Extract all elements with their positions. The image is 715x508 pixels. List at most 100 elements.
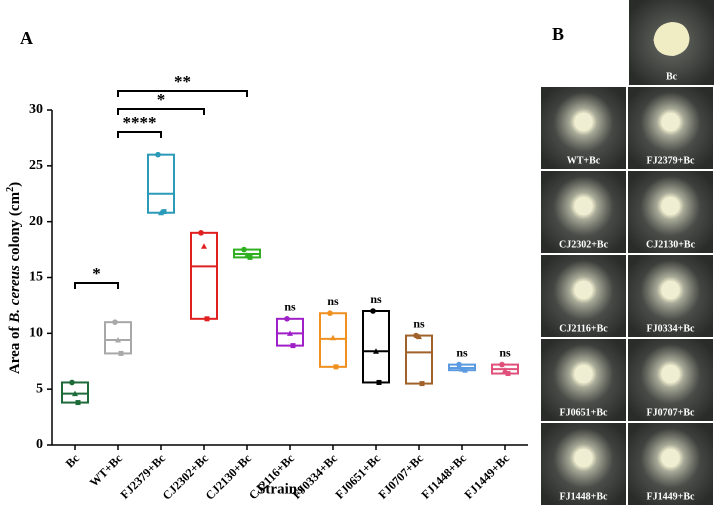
plate-photo: WT+Bc: [541, 87, 626, 169]
data-point: [373, 348, 379, 354]
data-point: [112, 319, 118, 325]
comparison-bracket: [117, 108, 205, 115]
y-label-part: colony (cm: [7, 191, 23, 265]
plate-label: CJ2130+Bc: [646, 239, 696, 250]
y-tick-label: 20: [29, 214, 43, 229]
y-label-part: ): [7, 182, 23, 187]
plate-label: CJ2302+Bc: [559, 239, 609, 250]
significance-label: ns: [327, 294, 339, 308]
colony-core: [661, 365, 680, 383]
plate-photo: Bc: [629, 0, 714, 85]
comparison-label: **: [174, 72, 191, 91]
y-label-part: B. cereus: [7, 265, 23, 324]
data-point: [72, 390, 78, 397]
significance-label: ns: [284, 300, 296, 314]
colony-core: [574, 449, 593, 467]
comparison-label: ****: [123, 113, 157, 132]
comparison-bracket: [117, 90, 248, 97]
y-axis-label: Area of B. cereus colony (cm2): [5, 182, 24, 374]
y-tick-label: 0: [36, 437, 43, 452]
significance-label: ns: [456, 345, 468, 359]
comparison-label: *: [157, 90, 166, 109]
range-box: [405, 334, 433, 385]
y-tick-label: 25: [29, 158, 43, 173]
y-tick-label: 30: [29, 102, 43, 117]
plate-photo: CJ2302+Bc: [541, 171, 626, 253]
data-point: [290, 343, 296, 349]
range-box: [190, 231, 218, 320]
panel-label: A: [20, 28, 33, 48]
range-box: [319, 312, 347, 368]
data-point: [419, 381, 425, 387]
x-tick-label: WT+Bc: [87, 451, 126, 490]
plate-label: FJ0651+Bc: [560, 407, 608, 418]
plate-photo: FJ1448+Bc: [541, 423, 626, 505]
data-point: [75, 400, 81, 406]
x-tick-label: FJ0707+Bc: [376, 451, 427, 502]
plate-label: Bc: [666, 71, 678, 82]
plate-photo: CJ2116+Bc: [541, 255, 626, 337]
x-tick-label: FJ0651+Bc: [333, 451, 384, 502]
colony: [653, 22, 690, 56]
plate-label: WT+Bc: [567, 155, 601, 166]
significance-label: ns: [499, 345, 511, 359]
x-tick-label: FJ0334+Bc: [290, 451, 341, 502]
range-box: [104, 321, 132, 355]
data-point: [499, 361, 505, 368]
data-point: [333, 364, 339, 370]
plate-label: FJ0334+Bc: [647, 323, 695, 334]
significance-label: ns: [413, 316, 425, 330]
comparison-bracket: [117, 131, 162, 138]
plate-photo: FJ2379+Bc: [628, 87, 713, 169]
data-point: [69, 379, 75, 386]
plate-photo: FJ0651+Bc: [541, 339, 626, 421]
x-axis-label: Strains: [257, 481, 303, 497]
colony-core: [574, 281, 593, 299]
data-point: [505, 371, 511, 377]
data-point: [327, 310, 333, 317]
data-point: [416, 333, 422, 340]
data-point: [462, 367, 468, 373]
plate-photo: FJ1449+Bc: [628, 423, 713, 505]
y-label-part: Area of: [7, 323, 23, 374]
y-tick-label: 5: [36, 381, 43, 396]
plate-label: CJ2116+Bc: [559, 323, 608, 334]
range-box: [61, 381, 89, 404]
colony-core: [661, 449, 680, 467]
comparison-label: *: [92, 264, 101, 283]
range-box: [362, 310, 390, 384]
colony-core: [574, 365, 593, 383]
plate-label: FJ1448+Bc: [560, 491, 608, 502]
significance-label: ns: [370, 292, 382, 306]
x-tick-label: Bc: [63, 451, 83, 471]
range-box: [147, 153, 175, 214]
colony-core: [574, 197, 593, 215]
plate-photo: CJ2130+Bc: [628, 171, 713, 253]
x-tick-label: CJ2130+Bc: [203, 451, 255, 503]
comparison-bracket: [74, 282, 119, 289]
data-point: [287, 330, 293, 336]
y-tick-label: 15: [29, 270, 43, 285]
plate-label: FJ0707+Bc: [647, 407, 695, 418]
colony-core: [661, 113, 680, 131]
x-tick-label: FJ1449+Bc: [462, 451, 513, 502]
plate-photo: FJ0334+Bc: [628, 255, 713, 337]
colony-core: [661, 197, 680, 215]
data-point: [161, 209, 167, 215]
data-point: [204, 316, 210, 322]
data-point: [376, 379, 382, 385]
data-point: [456, 361, 462, 368]
panel-label: B: [552, 24, 564, 44]
data-point: [201, 243, 207, 249]
y-label-part: 2: [5, 187, 16, 192]
plate-label: FJ2379+Bc: [647, 155, 695, 166]
data-point: [115, 337, 121, 343]
data-point: [330, 334, 336, 341]
data-point: [118, 350, 124, 356]
data-point: [155, 151, 161, 158]
y-tick-label: 10: [29, 326, 43, 341]
data-point: [247, 254, 253, 260]
data-point: [198, 230, 204, 236]
